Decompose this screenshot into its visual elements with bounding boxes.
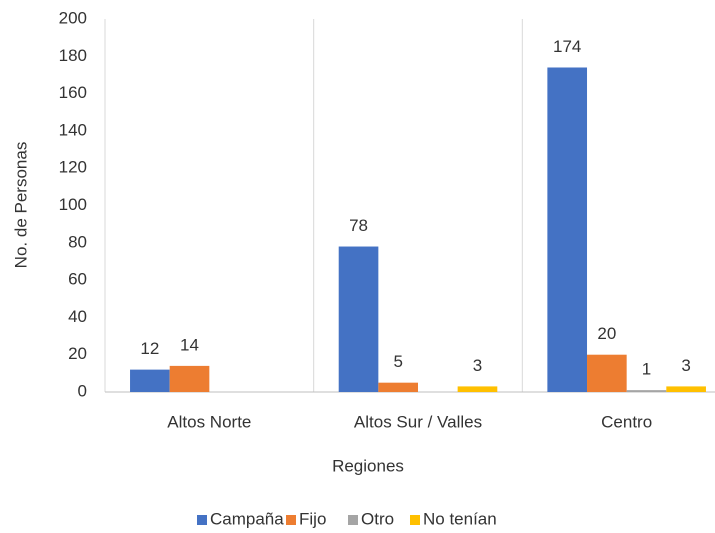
bar xyxy=(666,386,706,392)
y-tick-label: 40 xyxy=(68,307,87,326)
y-tick-label: 140 xyxy=(59,120,87,139)
bar xyxy=(169,365,210,392)
bar xyxy=(130,369,170,392)
value-label: 174 xyxy=(553,37,581,56)
legend-label: Fijo xyxy=(299,509,326,528)
legend-label: Otro xyxy=(361,509,394,528)
bar xyxy=(626,390,667,392)
bar xyxy=(457,386,498,392)
legend-swatch xyxy=(197,515,207,525)
value-label: 5 xyxy=(393,352,402,371)
value-label: 78 xyxy=(349,216,368,235)
value-label: 20 xyxy=(597,324,616,343)
bar xyxy=(338,246,379,392)
value-label: 3 xyxy=(473,356,482,375)
x-tick-label: Centro xyxy=(601,412,652,431)
value-label: 3 xyxy=(681,356,690,375)
x-tick-label: Altos Sur / Valles xyxy=(354,412,482,431)
y-tick-label: 200 xyxy=(59,8,87,27)
y-tick-label: 60 xyxy=(68,270,87,289)
bar xyxy=(378,382,418,392)
y-tick-label: 120 xyxy=(59,158,87,177)
legend-swatch xyxy=(348,515,358,525)
legend-swatch xyxy=(410,515,420,525)
y-axis-title: No. de Personas xyxy=(11,142,30,269)
legend-swatch xyxy=(286,515,296,525)
y-tick-label: 80 xyxy=(68,232,87,251)
legend-label: No tenían xyxy=(423,509,497,528)
bar xyxy=(587,354,627,392)
y-tick-label: 160 xyxy=(59,83,87,102)
y-tick-label: 180 xyxy=(59,46,87,65)
value-label: 1 xyxy=(642,360,651,379)
bar xyxy=(547,67,588,393)
value-label: 12 xyxy=(140,339,159,358)
x-axis-title: Regiones xyxy=(332,456,404,475)
y-tick-label: 20 xyxy=(68,344,87,363)
y-tick-label: 100 xyxy=(59,195,87,214)
value-label: 14 xyxy=(180,335,199,354)
y-tick-label: 0 xyxy=(78,381,87,400)
legend-label: Campaña xyxy=(210,509,284,528)
x-tick-label: Altos Norte xyxy=(167,412,251,431)
